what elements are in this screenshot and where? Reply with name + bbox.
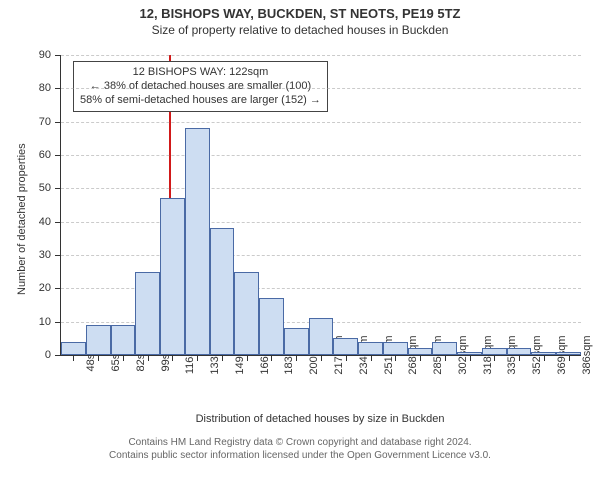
annotation-box: 12 BISHOPS WAY: 122sqm ← 38% of detached… (73, 61, 328, 112)
x-tick (271, 355, 272, 361)
grid-line (61, 155, 581, 156)
y-tick-label: 70 (39, 116, 61, 128)
x-tick (222, 355, 223, 361)
x-tick (470, 355, 471, 361)
x-tick (73, 355, 74, 361)
x-tick (296, 355, 297, 361)
x-tick-label: 369sqm (548, 335, 568, 374)
footer-line-2: Contains public sector information licen… (0, 450, 600, 463)
grid-line (61, 55, 581, 56)
y-tick-label: 60 (39, 149, 61, 161)
grid-line (61, 188, 581, 189)
page-title: 12, BISHOPS WAY, BUCKDEN, ST NEOTS, PE19… (0, 6, 600, 21)
footer: Contains HM Land Registry data © Crown c… (0, 437, 600, 462)
x-tick-label: 302sqm (449, 335, 469, 374)
y-tick-label: 20 (39, 282, 61, 294)
y-tick-label: 0 (45, 349, 61, 361)
x-tick (172, 355, 173, 361)
histogram-bar (160, 198, 185, 355)
x-tick (123, 355, 124, 361)
x-tick (420, 355, 421, 361)
x-tick-label: 335sqm (498, 335, 518, 374)
y-tick-label: 40 (39, 216, 61, 228)
y-tick-label: 50 (39, 182, 61, 194)
x-tick (519, 355, 520, 361)
x-tick (197, 355, 198, 361)
y-tick-label: 80 (39, 82, 61, 94)
footer-line-1: Contains HM Land Registry data © Crown c… (0, 437, 600, 450)
x-tick (247, 355, 248, 361)
x-tick (544, 355, 545, 361)
y-tick-label: 30 (39, 249, 61, 261)
x-tick (569, 355, 570, 361)
x-tick (98, 355, 99, 361)
x-tick-label: 352sqm (523, 335, 543, 374)
x-tick (494, 355, 495, 361)
x-tick-label: 268sqm (399, 335, 419, 374)
chart-plot-area: 12 BISHOPS WAY: 122sqm ← 38% of detached… (60, 55, 581, 356)
x-tick (346, 355, 347, 361)
annotation-line-2: ← 38% of detached houses are smaller (10… (80, 80, 321, 94)
x-axis-title: Distribution of detached houses by size … (60, 413, 580, 425)
annotation-line-1: 12 BISHOPS WAY: 122sqm (80, 66, 321, 80)
page: 12, BISHOPS WAY, BUCKDEN, ST NEOTS, PE19… (0, 0, 600, 500)
histogram-bar (185, 128, 210, 355)
grid-line (61, 255, 581, 256)
grid-line (61, 122, 581, 123)
x-tick (445, 355, 446, 361)
y-tick-label: 10 (39, 316, 61, 328)
x-tick-label: 386sqm (573, 335, 593, 374)
x-tick (395, 355, 396, 361)
page-subtitle: Size of property relative to detached ho… (0, 23, 600, 37)
annotation-line-3: 58% of semi-detached houses are larger (… (80, 94, 321, 108)
y-tick-label: 90 (39, 49, 61, 61)
grid-line (61, 88, 581, 89)
x-tick (371, 355, 372, 361)
grid-line (61, 222, 581, 223)
x-tick-label: 318sqm (474, 335, 494, 374)
x-tick (321, 355, 322, 361)
y-axis-title: Number of detached properties (16, 143, 28, 295)
x-tick (148, 355, 149, 361)
